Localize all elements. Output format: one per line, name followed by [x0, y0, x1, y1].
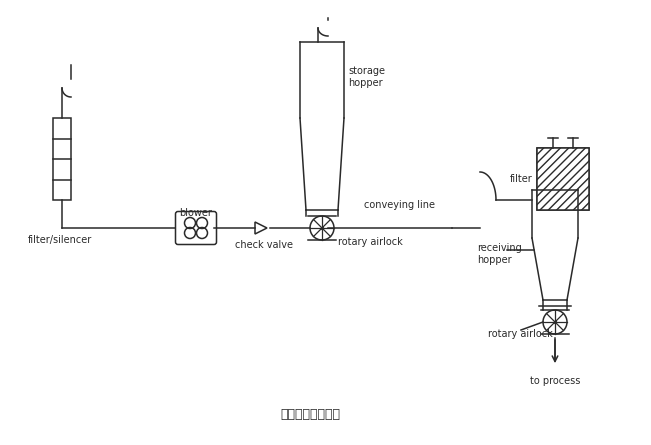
Text: filter/silencer: filter/silencer [28, 235, 92, 245]
Text: 稀相输送正压系统: 稀相输送正压系统 [280, 409, 340, 421]
Text: storage
hopper: storage hopper [348, 66, 385, 88]
Text: rotary airlock: rotary airlock [488, 329, 553, 339]
Text: filter: filter [510, 174, 533, 184]
Bar [537, 148, 589, 210]
Text: to process: to process [530, 376, 580, 386]
Text: conveying line: conveying line [365, 200, 436, 210]
Bar [53, 118, 71, 200]
Bar [537, 148, 589, 210]
Text: blower: blower [180, 208, 212, 218]
Text: receiving
hopper: receiving hopper [477, 243, 521, 265]
Text: rotary airlock: rotary airlock [338, 237, 403, 247]
Text: check valve: check valve [235, 240, 293, 250]
